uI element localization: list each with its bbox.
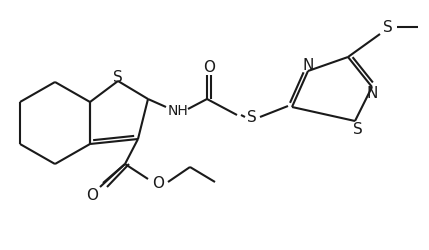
Text: N: N bbox=[302, 57, 314, 72]
Text: S: S bbox=[383, 20, 393, 35]
Text: S: S bbox=[113, 69, 123, 84]
Text: S: S bbox=[247, 110, 257, 125]
Text: O: O bbox=[86, 188, 98, 203]
Text: NH: NH bbox=[168, 104, 188, 118]
Text: O: O bbox=[203, 60, 215, 75]
Text: N: N bbox=[366, 86, 378, 101]
Text: O: O bbox=[152, 175, 164, 190]
Text: S: S bbox=[353, 122, 363, 137]
